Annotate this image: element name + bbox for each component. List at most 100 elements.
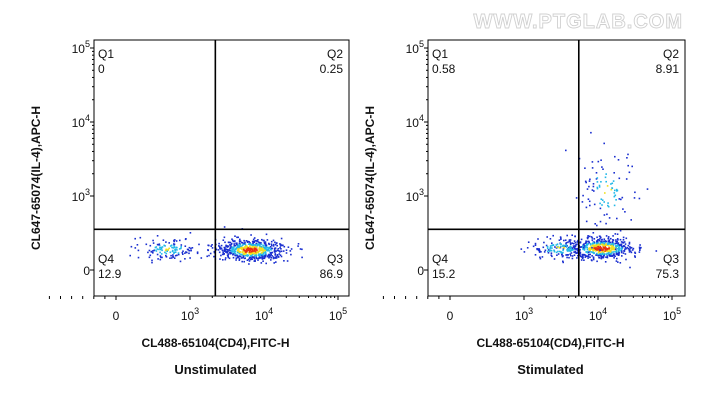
event-dot xyxy=(236,242,238,244)
event-dot xyxy=(248,247,251,249)
event-dot xyxy=(258,257,260,260)
event-dot xyxy=(259,253,261,256)
event-dot xyxy=(618,251,620,254)
event-dot xyxy=(569,250,572,252)
event-dot xyxy=(596,248,599,250)
event-dot xyxy=(166,250,168,252)
quadrant-name: Q4 xyxy=(98,252,114,266)
event-dot xyxy=(137,256,140,259)
event-dot xyxy=(226,248,229,251)
event-dot xyxy=(610,248,613,251)
event-dot xyxy=(601,242,604,245)
event-dot xyxy=(603,248,605,250)
event-dot xyxy=(619,247,621,250)
event-dot xyxy=(563,246,566,249)
event-dot xyxy=(147,251,149,254)
event-dot xyxy=(571,257,574,260)
event-dot xyxy=(229,245,232,247)
event-dot xyxy=(247,258,250,261)
x-tick-label: 0 xyxy=(113,309,120,323)
event-dot xyxy=(223,226,226,228)
event-dot xyxy=(595,244,597,246)
event-dot xyxy=(580,238,583,241)
event-dot xyxy=(615,244,617,247)
event-dot xyxy=(257,259,259,261)
event-dot xyxy=(165,241,167,243)
event-dot xyxy=(272,256,275,259)
event-dot xyxy=(588,180,591,182)
event-dot xyxy=(270,253,272,256)
event-dot xyxy=(184,245,187,247)
event-dot xyxy=(234,254,237,257)
event-dot xyxy=(630,251,633,254)
event-dot xyxy=(623,245,626,247)
event-dot xyxy=(247,249,249,252)
event-dot xyxy=(589,251,591,253)
event-dot xyxy=(618,254,620,256)
event-dot xyxy=(593,246,595,248)
event-dot xyxy=(301,248,303,251)
event-dot xyxy=(220,247,223,250)
event-dot xyxy=(264,251,266,254)
event-dot xyxy=(583,246,585,249)
event-dot xyxy=(206,255,208,258)
x-tick-label: 104 xyxy=(255,306,273,323)
event-dot xyxy=(588,235,591,238)
event-dot xyxy=(562,260,564,263)
event-dot xyxy=(243,253,246,255)
event-dot xyxy=(256,240,258,242)
event-dot xyxy=(568,246,570,249)
event-dot xyxy=(152,250,154,252)
event-dot xyxy=(261,246,263,249)
event-dot xyxy=(213,255,215,258)
y-tick-label: 103 xyxy=(406,187,424,204)
event-dot xyxy=(134,247,137,249)
event-dot xyxy=(172,256,175,258)
event-dot xyxy=(622,236,625,239)
event-dot xyxy=(624,253,627,255)
event-dot xyxy=(249,251,251,253)
event-dot xyxy=(591,246,593,249)
event-dot xyxy=(265,233,268,236)
event-dot xyxy=(223,236,226,239)
event-dot xyxy=(168,247,170,250)
event-dot xyxy=(639,249,641,251)
event-dot xyxy=(655,250,658,252)
event-dot xyxy=(254,250,256,252)
event-dot xyxy=(599,254,601,257)
event-dot xyxy=(274,250,276,252)
event-dot xyxy=(233,250,235,253)
event-dot xyxy=(585,220,588,223)
event-dot xyxy=(179,260,182,263)
event-dot xyxy=(593,244,596,247)
event-dot xyxy=(173,243,175,245)
event-dot xyxy=(611,240,614,243)
event-dot xyxy=(251,254,254,256)
event-dot xyxy=(156,235,159,237)
event-dot xyxy=(159,258,162,261)
event-dot xyxy=(272,245,275,247)
event-dot xyxy=(280,244,283,246)
event-dot xyxy=(289,250,292,252)
event-dot xyxy=(139,236,142,239)
event-dot xyxy=(596,260,598,263)
event-dot xyxy=(540,251,542,253)
event-dot xyxy=(612,235,614,237)
event-dot xyxy=(134,237,136,240)
event-dot xyxy=(617,242,620,244)
event-dot xyxy=(225,245,227,248)
event-dot xyxy=(592,232,595,234)
event-dots xyxy=(520,131,658,269)
event-dot xyxy=(274,254,276,256)
event-dot xyxy=(612,253,615,256)
x-tick-label: 103 xyxy=(515,306,533,323)
event-dot xyxy=(223,250,226,252)
event-dot xyxy=(165,248,168,251)
event-dot xyxy=(161,249,163,252)
event-dot xyxy=(229,252,232,255)
event-dot xyxy=(213,251,216,254)
event-dot xyxy=(562,248,565,250)
event-dot xyxy=(629,247,632,249)
event-dot xyxy=(270,257,272,259)
